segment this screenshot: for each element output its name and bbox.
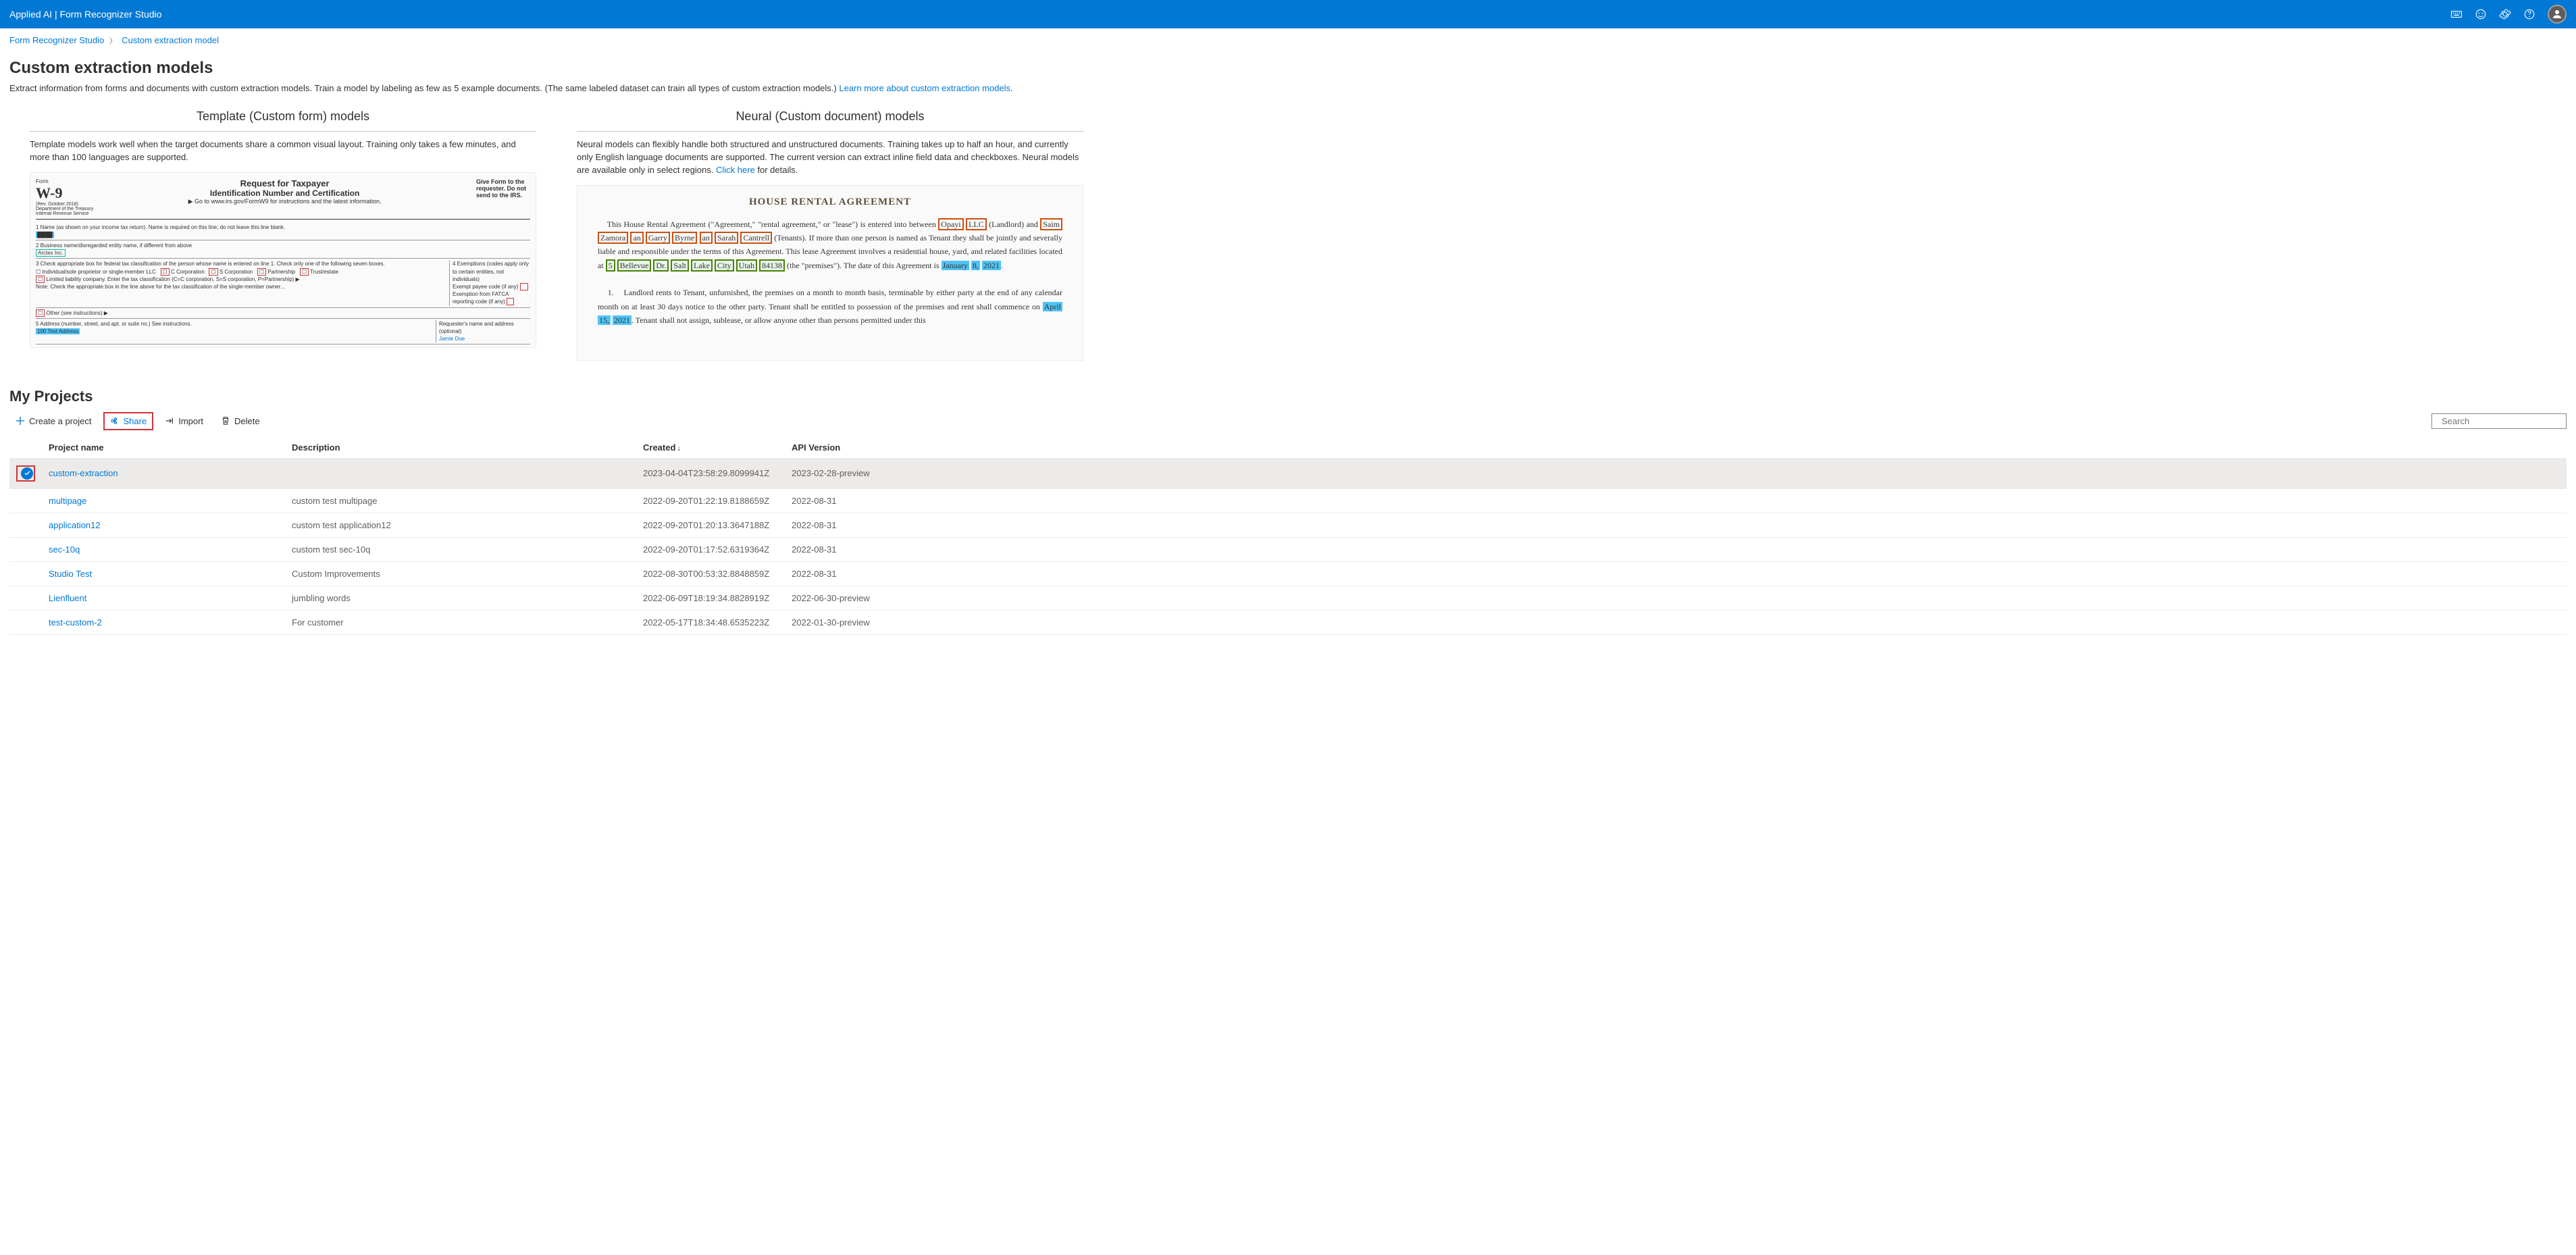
cell-created: 2022-08-30T00:53:32.8848859Z <box>636 561 785 586</box>
cell-api: 2022-08-31 <box>785 561 2567 586</box>
cell-created: 2022-09-20T01:22:19.8188659Z <box>636 488 785 513</box>
col-api[interactable]: API Version <box>785 437 2567 459</box>
click-here-link[interactable]: Click here <box>716 165 755 175</box>
cell-api: 2022-06-30-preview <box>785 586 2567 610</box>
share-button[interactable]: Share <box>103 412 154 430</box>
cell-description: For customer <box>285 610 636 634</box>
user-avatar[interactable] <box>2548 5 2567 24</box>
project-link[interactable]: application12 <box>49 520 101 530</box>
table-row[interactable]: multipage custom test multipage2022-09-20… <box>9 488 2567 513</box>
cell-api: 2022-01-30-preview <box>785 610 2567 634</box>
template-model-preview: Form W-9 (Rev. October 2018)Department o… <box>30 172 536 348</box>
col-description[interactable]: Description <box>285 437 636 459</box>
app-header: Applied AI | Form Recognizer Studio <box>0 0 2576 28</box>
feedback-icon[interactable] <box>2475 8 2487 20</box>
col-created[interactable]: Created↓ <box>636 437 785 459</box>
cell-created: 2022-05-17T18:34:48.6535223Z <box>636 610 785 634</box>
project-link[interactable]: Studio Test <box>49 569 92 579</box>
table-row[interactable]: Studio Test Custom Improvements2022-08-30… <box>9 561 2567 586</box>
neural-model-preview: HOUSE RENTAL AGREEMENT This House Rental… <box>577 185 1083 361</box>
template-model-section: Template (Custom form) models Template m… <box>30 109 536 361</box>
project-link[interactable]: Lienfluent <box>49 593 86 603</box>
table-row[interactable]: custom-extraction 2023-04-04T23:58:29.809… <box>9 458 2567 488</box>
cell-created: 2022-06-09T18:19:34.8828919Z <box>636 586 785 610</box>
breadcrumb-root[interactable]: Form Recognizer Studio <box>9 35 104 45</box>
table-row[interactable]: Lienfluent jumbling words2022-06-09T18:19… <box>9 586 2567 610</box>
breadcrumb-current[interactable]: Custom extraction model <box>122 35 219 45</box>
template-model-title: Template (Custom form) models <box>191 109 375 128</box>
cell-description: Custom Improvements <box>285 561 636 586</box>
create-project-button[interactable]: Create a project <box>9 413 98 430</box>
project-link[interactable]: test-custom-2 <box>49 617 102 628</box>
cell-description: jumbling words <box>285 586 636 610</box>
cell-description <box>285 458 636 488</box>
table-row[interactable]: sec-10q custom test sec-10q2022-09-20T01:… <box>9 537 2567 561</box>
cell-api: 2023-02-28-preview <box>785 458 2567 488</box>
settings-icon[interactable] <box>2499 8 2511 20</box>
breadcrumb: Form Recognizer Studio 〉 Custom extracti… <box>0 28 2576 52</box>
projects-table: Project name Description Created↓ API Ve… <box>9 437 2567 635</box>
search-input[interactable] <box>2442 416 2560 426</box>
table-row[interactable]: application12custom test application1220… <box>9 513 2567 537</box>
cell-api: 2022-08-31 <box>785 488 2567 513</box>
check-icon[interactable] <box>21 467 33 480</box>
project-link[interactable]: sec-10q <box>49 544 80 555</box>
header-actions <box>2450 5 2567 24</box>
page-desc-text: Extract information from forms and docum… <box>9 83 839 93</box>
app-title: Applied AI | Form Recognizer Studio <box>9 9 161 20</box>
cell-api: 2022-08-31 <box>785 513 2567 537</box>
cell-created: 2022-09-20T01:20:13.3647188Z <box>636 513 785 537</box>
sort-down-icon: ↓ <box>677 444 681 453</box>
cell-api: 2022-08-31 <box>785 537 2567 561</box>
learn-more-link[interactable]: Learn more about custom extraction model… <box>839 83 1010 93</box>
neural-model-desc: Neural models can flexibly handle both s… <box>577 138 1083 177</box>
projects-title: My Projects <box>9 388 2567 405</box>
search-box[interactable] <box>2431 413 2567 429</box>
projects-toolbar: Create a project Share Import Delete <box>9 412 2567 430</box>
cell-description: custom test multipage <box>285 488 636 513</box>
neural-model-title: Neural (Custom document) models <box>730 109 929 128</box>
cell-created: 2022-09-20T01:17:52.6319364Z <box>636 537 785 561</box>
help-icon[interactable] <box>2523 8 2535 20</box>
cell-created: 2023-04-04T23:58:29.8099941Z <box>636 458 785 488</box>
table-row[interactable]: test-custom-2 For customer2022-05-17T18:3… <box>9 610 2567 634</box>
import-button[interactable]: Import <box>159 413 209 430</box>
template-model-desc: Template models work well when the targe… <box>30 138 536 164</box>
delete-button[interactable]: Delete <box>215 413 266 430</box>
page-description: Extract information from forms and docum… <box>9 83 2567 93</box>
project-link[interactable]: custom-extraction <box>49 468 118 478</box>
cell-description: custom test sec-10q <box>285 537 636 561</box>
neural-model-section: Neural (Custom document) models Neural m… <box>577 109 1083 361</box>
col-project-name[interactable]: Project name <box>42 437 285 459</box>
page-title: Custom extraction models <box>9 59 2567 78</box>
keyboard-icon[interactable] <box>2450 8 2463 20</box>
cell-description: custom test application12 <box>285 513 636 537</box>
project-link[interactable]: multipage <box>49 496 86 506</box>
chevron-right-icon: 〉 <box>109 35 116 45</box>
